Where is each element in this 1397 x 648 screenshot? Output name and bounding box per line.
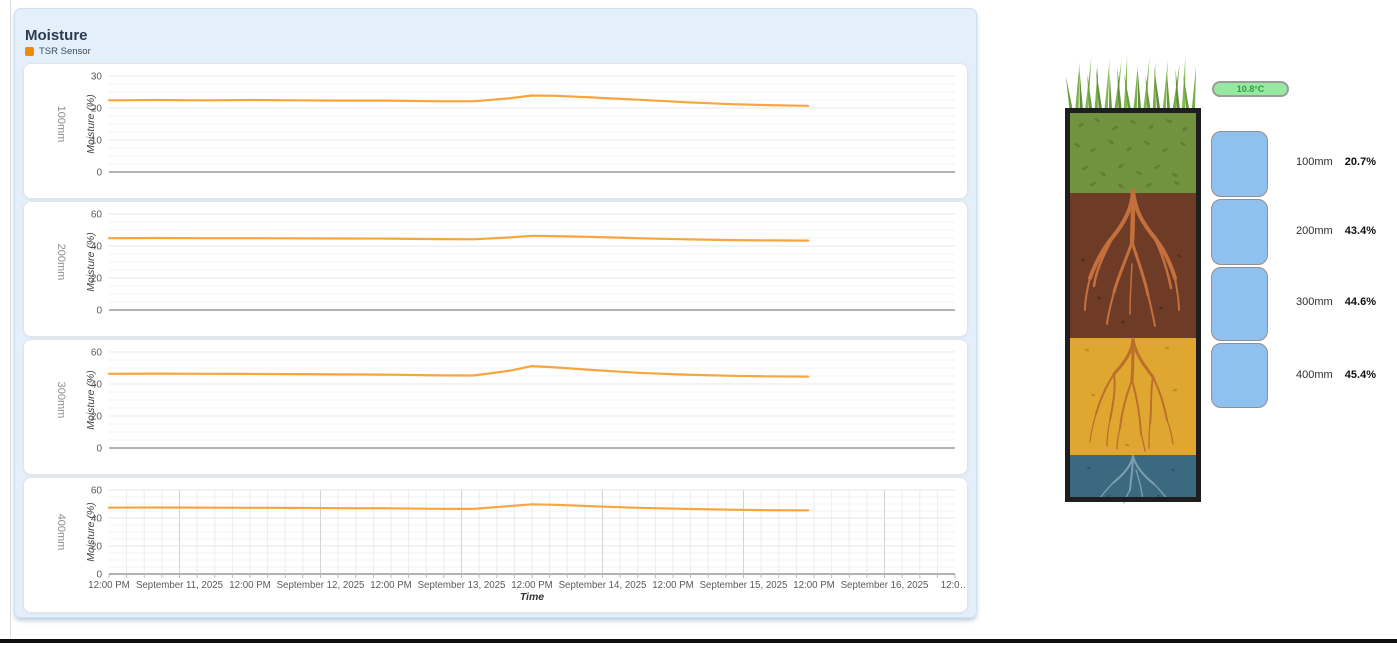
moisture-chart-card-200mm: 0 20 40 60 200mm Moisture (%)	[23, 201, 968, 337]
svg-text:40: 40	[91, 380, 103, 391]
depth-label: 300mm	[55, 382, 67, 419]
svg-text:September 15, 2025: September 15, 2025	[700, 580, 788, 591]
svg-text:20: 20	[91, 104, 103, 115]
svg-text:0: 0	[96, 306, 102, 317]
svg-text:60: 60	[91, 210, 103, 221]
topsoil-speckles	[1074, 118, 1188, 188]
svg-text:0: 0	[96, 570, 102, 581]
depth-label: 200mm	[55, 244, 67, 281]
svg-text:10: 10	[91, 136, 103, 147]
reading-depth: 200mm	[1296, 225, 1333, 237]
temperature-value: 10.8°C	[1236, 84, 1265, 94]
svg-text:30: 30	[91, 72, 103, 83]
svg-text:September 12, 2025: September 12, 2025	[277, 580, 365, 591]
svg-text:40: 40	[91, 242, 103, 253]
moisture-chart-200mm[interactable]: 0 20 40 60 200mm Moisture (%)	[24, 202, 965, 334]
svg-text:20: 20	[91, 274, 103, 285]
svg-text:12:00 PM: 12:00 PM	[229, 580, 270, 591]
moisture-chart-card-300mm: 0 20 40 60 300mm Moisture (%)	[23, 339, 968, 475]
y-axis-title: Moisture (%)	[85, 370, 97, 430]
reading-row-200mm: 200mm 43.4%	[1296, 225, 1376, 237]
svg-text:0: 0	[96, 444, 102, 455]
y-axis-title: Moisture (%)	[85, 232, 97, 292]
reading-value: 44.6%	[1344, 296, 1376, 308]
svg-text:20: 20	[91, 412, 103, 423]
reading-row-100mm: 100mm 20.7%	[1296, 156, 1376, 168]
depth-label: 400mm	[55, 514, 67, 551]
svg-text:12:00 PM: 12:00 PM	[652, 580, 693, 591]
legend-swatch-icon	[25, 47, 34, 56]
depth-label: 100mm	[55, 106, 67, 143]
reading-depth: 400mm	[1296, 369, 1333, 381]
svg-text:20: 20	[91, 542, 103, 553]
temperature-badge: 10.8°C	[1212, 81, 1289, 97]
moisture-panel: Moisture TSR Sensor 0 10 20 30 100mm Moisture…	[14, 8, 977, 618]
svg-text:12:00 PM: 12:00 PM	[511, 580, 552, 591]
sensor-segment-200mm[interactable]	[1211, 199, 1268, 265]
moisture-chart-card-100mm: 0 10 20 30 100mm Moisture (%)	[23, 63, 968, 199]
soil-column-border	[1065, 108, 1201, 502]
panel-title: Moisture	[25, 27, 88, 45]
reading-row-300mm: 300mm 44.6%	[1296, 296, 1376, 308]
page-left-divider	[10, 0, 11, 637]
svg-text:12:0…: 12:0…	[941, 580, 965, 591]
soil-profile-illustration	[1065, 56, 1201, 504]
moisture-series-line	[107, 503, 810, 512]
svg-text:12:00 PM: 12:00 PM	[793, 580, 834, 591]
sensor-segment-400mm[interactable]	[1211, 343, 1268, 408]
y-axis-title: Moisture (%)	[85, 502, 97, 562]
sensor-segment-100mm[interactable]	[1211, 131, 1268, 197]
reading-depth: 300mm	[1296, 296, 1333, 308]
soil-speckles	[1080, 254, 1182, 498]
moisture-chart-100mm[interactable]: 0 10 20 30 100mm Moisture (%)	[24, 64, 965, 196]
moisture-chart-400mm[interactable]: 0 20 40 60 12:00 PM September 11, 2025 12:00 P…	[24, 478, 965, 610]
reading-value: 43.4%	[1344, 225, 1376, 237]
svg-text:September 14, 2025: September 14, 2025	[559, 580, 647, 591]
svg-text:Time: Time	[520, 591, 544, 603]
svg-text:60: 60	[91, 486, 103, 497]
reading-depth: 100mm	[1296, 156, 1333, 168]
grass-icon	[1065, 56, 1197, 114]
reading-value: 20.7%	[1344, 156, 1376, 168]
legend-label: TSR Sensor	[39, 46, 91, 57]
moisture-series-line	[107, 365, 810, 378]
moisture-chart-card-400mm: 0 20 40 60 12:00 PM September 11, 2025 12:00 P…	[23, 477, 968, 613]
moisture-series-line	[107, 94, 810, 107]
moisture-series-line	[107, 234, 810, 242]
reading-value: 45.4%	[1344, 369, 1376, 381]
svg-text:40: 40	[91, 514, 103, 525]
svg-text:September 11, 2025: September 11, 2025	[136, 580, 223, 591]
chart-legend[interactable]: TSR Sensor	[25, 46, 91, 57]
page-bottom-divider	[0, 639, 1397, 643]
svg-text:12:00 PM: 12:00 PM	[88, 580, 129, 591]
svg-text:12:00 PM: 12:00 PM	[370, 580, 411, 591]
svg-text:60: 60	[91, 348, 103, 359]
svg-text:September 16, 2025: September 16, 2025	[841, 580, 929, 591]
svg-text:0: 0	[96, 168, 102, 179]
reading-row-400mm: 400mm 45.4%	[1296, 369, 1376, 381]
svg-text:September 13, 2025: September 13, 2025	[418, 580, 506, 591]
subsoil-roots-icon	[1084, 188, 1180, 327]
substratum-roots-icon	[1089, 337, 1174, 452]
moisture-chart-300mm[interactable]: 0 20 40 60 300mm Moisture (%)	[24, 340, 965, 472]
y-axis-title: Moisture (%)	[85, 94, 97, 154]
sensor-segment-300mm[interactable]	[1211, 267, 1268, 341]
